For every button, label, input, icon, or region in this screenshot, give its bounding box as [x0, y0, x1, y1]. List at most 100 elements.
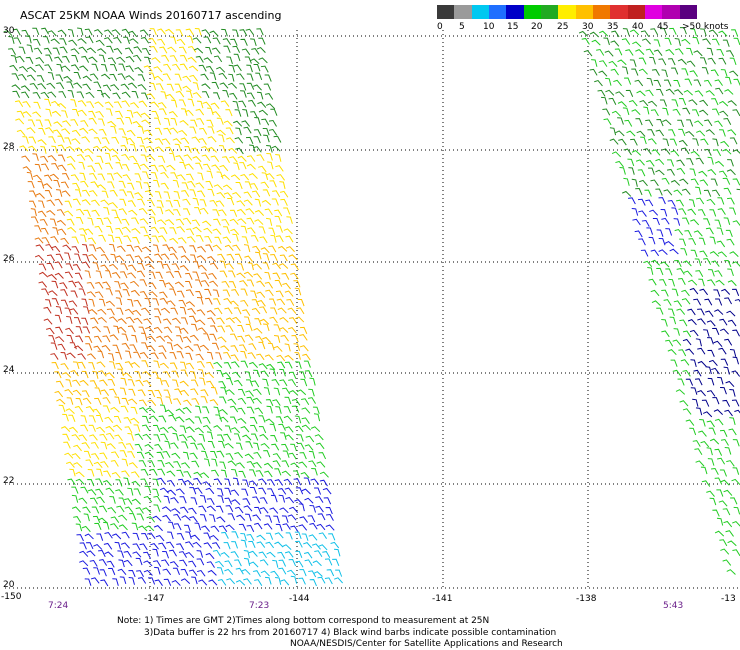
wind-barb: [163, 191, 171, 199]
wind-barb: [234, 506, 244, 514]
wind-barb: [94, 522, 102, 531]
wind-barb: [258, 551, 268, 559]
wind-barb: [199, 344, 210, 351]
wind-barb: [139, 218, 149, 225]
wind-barb: [201, 154, 211, 162]
wind-barb: [126, 110, 134, 118]
wind-barb: [66, 218, 75, 226]
wind-barb: [144, 297, 151, 306]
wind-barb: [72, 379, 81, 387]
wind-barb: [259, 433, 269, 440]
wind-barb: [272, 453, 282, 460]
wind-barb: [166, 342, 174, 351]
wind-barb: [222, 289, 231, 297]
wind-barb: [165, 209, 175, 216]
wind-barb: [212, 228, 222, 235]
wind-barb: [140, 226, 148, 234]
wind-barb: [228, 73, 235, 82]
wind-barb: [194, 427, 204, 434]
wind-barb: [54, 56, 63, 64]
wind-barb: [101, 190, 109, 199]
wind-barb: [636, 130, 646, 137]
wind-barb: [82, 326, 91, 334]
wind-barb: [299, 452, 307, 460]
wind-barb: [26, 66, 37, 73]
wind-barb: [113, 424, 123, 431]
wind-barb: [234, 559, 242, 567]
wind-barb: [705, 90, 715, 97]
wind-barb: [264, 93, 274, 100]
wind-barb: [115, 162, 123, 170]
wind-barb: [101, 145, 111, 152]
wind-barb: [230, 38, 238, 46]
wind-barb: [185, 301, 196, 307]
wind-barb: [252, 570, 261, 577]
wind-barb: [169, 352, 177, 360]
wind-barb: [242, 479, 249, 488]
wind-barb: [212, 289, 220, 298]
wind-barb: [703, 329, 710, 337]
wind-barb: [144, 56, 151, 65]
wind-barb: [325, 524, 335, 531]
wind-barb: [169, 561, 179, 568]
wind-barb: [46, 327, 55, 335]
wind-barb: [324, 577, 333, 585]
wind-barb: [275, 290, 284, 298]
wind-barb: [645, 48, 655, 56]
wind-barb: [191, 323, 198, 332]
wind-barb: [643, 106, 650, 115]
wind-barb: [46, 199, 56, 207]
wind-barb: [55, 306, 63, 314]
wind-barb: [265, 289, 274, 297]
wind-barb: [152, 244, 160, 253]
wind-barb: [43, 318, 53, 325]
wind-barb: [66, 397, 74, 405]
wind-barb: [153, 66, 163, 73]
wind-barb: [55, 380, 64, 388]
wind-barb: [714, 79, 723, 86]
wind-barb: [650, 179, 659, 187]
wind-barb: [250, 111, 258, 119]
wind-barb: [221, 280, 230, 288]
wind-barb: [138, 399, 148, 407]
wind-barb: [210, 102, 220, 109]
wind-barb: [101, 345, 111, 352]
wind-barb: [89, 73, 99, 80]
wind-barb: [127, 325, 136, 333]
wind-barb: [201, 272, 210, 280]
wind-barb: [661, 330, 670, 338]
wind-barb: [676, 167, 686, 175]
wind-barb: [93, 137, 102, 145]
wind-barb: [214, 236, 222, 244]
wind-barb: [109, 316, 119, 323]
wind-barb: [79, 379, 89, 386]
wind-barb: [119, 387, 127, 396]
wind-barb: [322, 487, 332, 495]
wind-barb: [628, 100, 638, 107]
wind-barb: [88, 117, 97, 125]
wind-barb: [94, 101, 104, 108]
wind-barb: [669, 138, 678, 146]
wind-barb: [679, 319, 688, 327]
wind-barb: [175, 155, 184, 162]
wind-barb: [70, 99, 77, 108]
wind-barb: [140, 163, 150, 170]
wind-barb: [55, 74, 64, 82]
wind-barb: [179, 161, 187, 170]
wind-barb: [732, 220, 740, 227]
wind-barb: [72, 264, 81, 271]
wind-barb: [697, 308, 705, 316]
wind-barb: [170, 497, 179, 504]
wind-barb: [732, 288, 740, 297]
wind-barb: [281, 515, 289, 523]
wind-barb: [106, 108, 113, 116]
wind-barb: [244, 255, 253, 263]
wind-barb: [647, 267, 654, 275]
wind-barb: [92, 408, 101, 416]
wind-barb: [219, 164, 229, 172]
wind-barb: [710, 178, 718, 186]
wind-barb: [220, 345, 230, 352]
wind-barb: [720, 548, 730, 555]
wind-barb: [81, 189, 91, 197]
wind-barb: [318, 532, 327, 539]
